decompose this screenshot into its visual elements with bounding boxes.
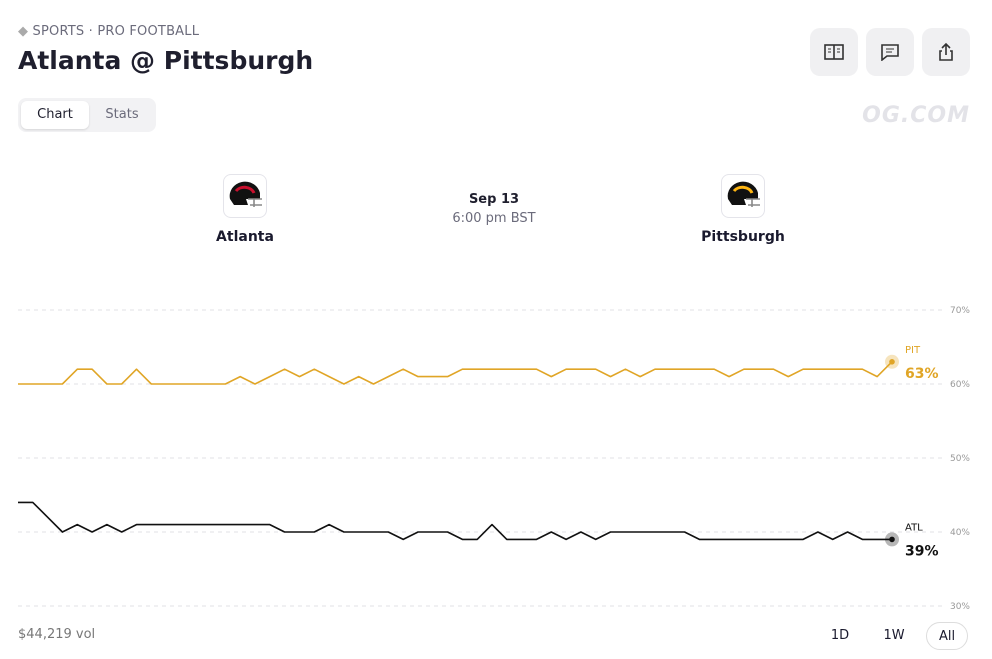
- series-line: [18, 361, 893, 385]
- end-value-label: 63%: [905, 366, 939, 382]
- home-logo: [721, 174, 765, 218]
- y-tick-label: 40%: [950, 528, 970, 538]
- book-icon: [824, 44, 844, 60]
- series-name: PIT: [905, 345, 921, 356]
- chart: 30% 40% 50% 60% 70% PIT 63% ATL 39%: [18, 306, 970, 612]
- breadcrumb: ◆ SPORTS · PRO FOOTBALL: [18, 24, 199, 39]
- tab[interactable]: Stats: [105, 107, 139, 122]
- away-team: Atlanta: [216, 229, 274, 245]
- tab-bar: Chart Stats: [18, 98, 156, 132]
- away-logo: [223, 174, 267, 218]
- comments-button[interactable]: [866, 28, 914, 76]
- title: Atlanta @ Pittsburgh: [18, 46, 314, 75]
- series-line: [18, 501, 892, 541]
- home-team: Pittsburgh: [701, 229, 785, 245]
- range-button[interactable]: 1W: [883, 628, 905, 643]
- y-tick-label: 70%: [950, 306, 970, 316]
- game-time: Sep 13 6:00 pm BST: [414, 192, 574, 226]
- share-icon: [939, 42, 953, 61]
- time: 6:00 pm BST: [452, 211, 536, 226]
- y-tick-label: 60%: [950, 380, 970, 390]
- football-icon: ◆: [18, 24, 29, 39]
- helmet: [229, 181, 262, 207]
- range-button[interactable]: 1D: [830, 628, 850, 643]
- series-name: ATL: [905, 522, 923, 533]
- end-point: [889, 359, 895, 365]
- volume: $44,219 vol: [18, 627, 96, 642]
- date: Sep 13: [468, 192, 520, 207]
- breadcrumb-text: SPORTS · PRO FOOTBALL: [32, 24, 200, 39]
- share-button[interactable]: [922, 28, 970, 76]
- watermark: OG.COM: [862, 103, 970, 128]
- end-value-label: 39%: [905, 543, 939, 559]
- tab[interactable]: Chart: [21, 101, 89, 129]
- rules-button[interactable]: [810, 28, 858, 76]
- y-tick-label: 50%: [950, 454, 970, 464]
- helmet: [727, 181, 760, 207]
- end-point: [889, 536, 895, 543]
- comment-icon: [881, 44, 899, 61]
- y-tick-label: 30%: [950, 602, 970, 612]
- range-button[interactable]: All: [926, 622, 968, 650]
